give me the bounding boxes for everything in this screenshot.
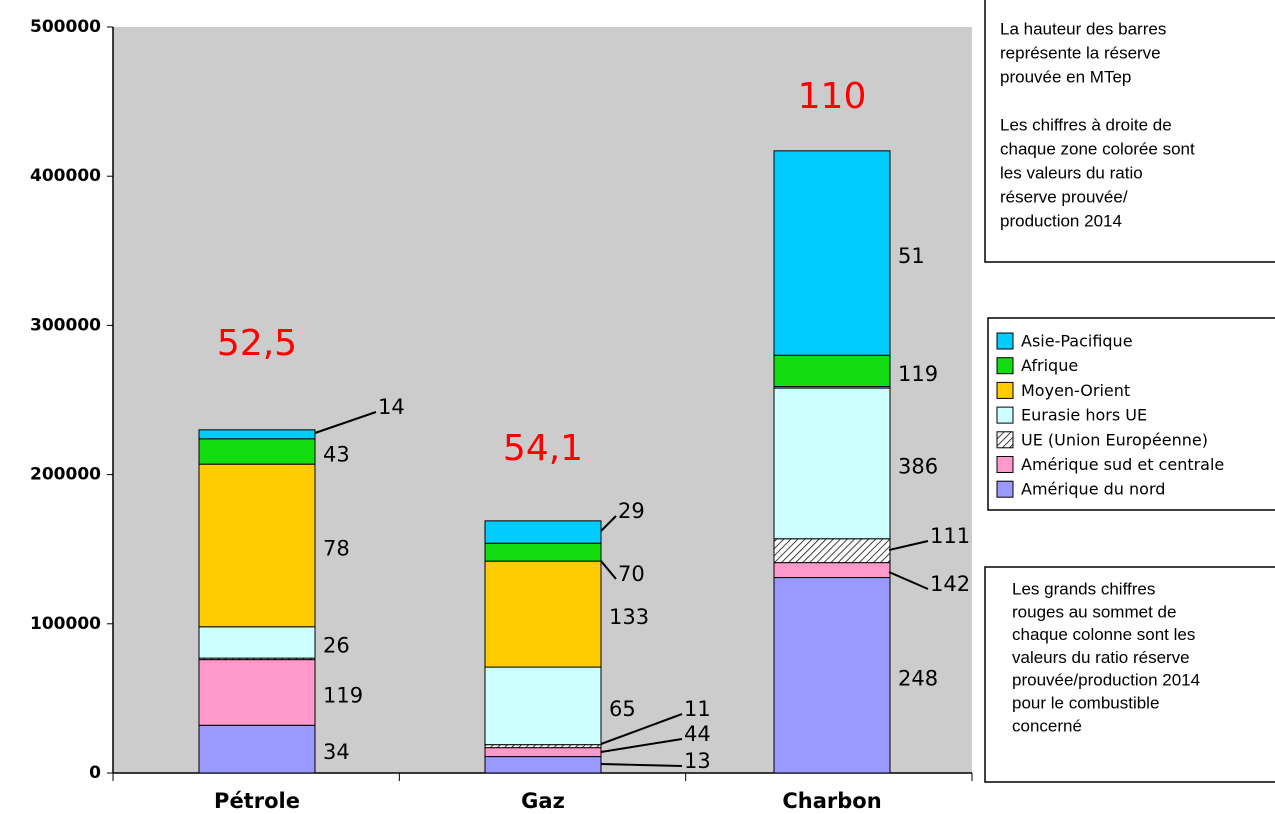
total-ratio-label: 54,1 [503,428,583,469]
bar-segment [198,438,316,465]
ratio-label: 14 [378,395,405,419]
note-text: valeurs du ratio réserve [1012,648,1190,667]
legend-label: Amérique sud et centrale [1021,455,1224,474]
note-text: les valeurs du ratio [1000,163,1143,182]
leader-line [600,713,683,745]
bar-segment [484,747,602,758]
bar-segment [198,463,316,628]
bar-segment [773,562,891,579]
ratio-label: 26 [323,633,350,657]
ratio-label: 43 [323,442,350,466]
bar-segment [773,354,891,388]
y-tick-label: 500000 [30,17,101,37]
legend-swatch [996,406,1014,424]
leader-line [600,738,683,753]
ratio-label: 29 [618,499,645,523]
ratio-label: 142 [930,572,970,596]
note-text: Les chiffres à droite de [1000,115,1172,134]
bar-segment [198,626,316,659]
bar-segment [198,429,316,440]
note-text: prouvée/production 2014 [1012,671,1200,690]
legend [987,317,1275,511]
ratio-label: 78 [323,536,350,560]
leader-line [888,571,929,590]
note-text: pour le combustible [1012,693,1159,712]
total-ratio-label: 52,5 [217,323,297,364]
ratio-label: 111 [930,524,970,548]
leader-line [888,540,929,551]
ratio-label: 70 [618,562,645,586]
legend-swatch [996,480,1014,498]
bar-segment [773,387,891,540]
note-text: réserve prouvée/ [1000,187,1128,206]
legend-label: Eurasie hors UE [1021,406,1147,425]
note-text: rouges au sommet de [1012,602,1176,621]
bar-segment [773,577,891,774]
leader-line [600,515,617,532]
ratio-label: 44 [684,722,711,746]
note-text: La hauteur des barres [1000,19,1166,38]
note-box [984,566,1275,783]
note-text: prouvée en MTep [1000,67,1131,86]
leader-line [600,560,617,580]
legend-swatch [996,431,1014,449]
y-tick-label: 300000 [30,315,101,335]
legend-swatch [996,381,1014,399]
bar-segment [773,538,891,564]
ratio-label: 119 [898,362,938,386]
note-text: chaque colonne sont les [1012,625,1195,644]
leader-line [600,763,683,767]
ratio-label: 11 [684,697,711,721]
ratio-label: 386 [898,454,938,478]
note-text: chaque zone colorée sont [1000,139,1195,158]
note-text: représente la réserve [1000,43,1161,62]
x-tick-label: Pétrole [214,789,300,813]
bar-segment [484,756,602,774]
bar-segment [484,666,602,746]
leader-line [314,411,377,434]
legend-label: Amérique du nord [1021,480,1165,499]
bar-segment [484,560,602,668]
total-ratio-label: 110 [798,76,867,117]
ratio-label: 13 [684,749,711,773]
bar-segment [198,659,316,726]
note-text: concerné [1012,716,1082,735]
legend-swatch [996,332,1014,350]
bar-segment [484,542,602,562]
ratio-label: 51 [898,244,925,268]
x-tick-label: Charbon [782,789,881,813]
legend-label: UE (Union Européenne) [1021,430,1208,449]
bar-segment [773,150,891,356]
legend-swatch [996,357,1014,375]
bar-segment [198,724,316,774]
ratio-label: 248 [898,666,938,690]
ratio-label: 65 [609,697,636,721]
y-tick-label: 400000 [30,166,101,186]
note-text: Les grands chiffres [1012,579,1155,598]
ratio-label: 34 [323,740,350,764]
y-tick-label: 100000 [30,614,101,634]
bar-segment [484,520,602,544]
x-tick-label: Gaz [521,789,565,813]
legend-label: Asie-Pacifique [1021,332,1133,351]
legend-label: Moyen-Orient [1021,381,1130,400]
legend-label: Afrique [1021,356,1078,375]
y-tick-label: 0 [89,763,101,783]
ratio-label: 119 [323,683,363,707]
note-box [984,0,1275,263]
y-tick-label: 200000 [30,465,101,485]
ratio-label: 133 [609,605,649,629]
legend-swatch [996,456,1014,473]
note-text: production 2014 [1000,211,1122,230]
